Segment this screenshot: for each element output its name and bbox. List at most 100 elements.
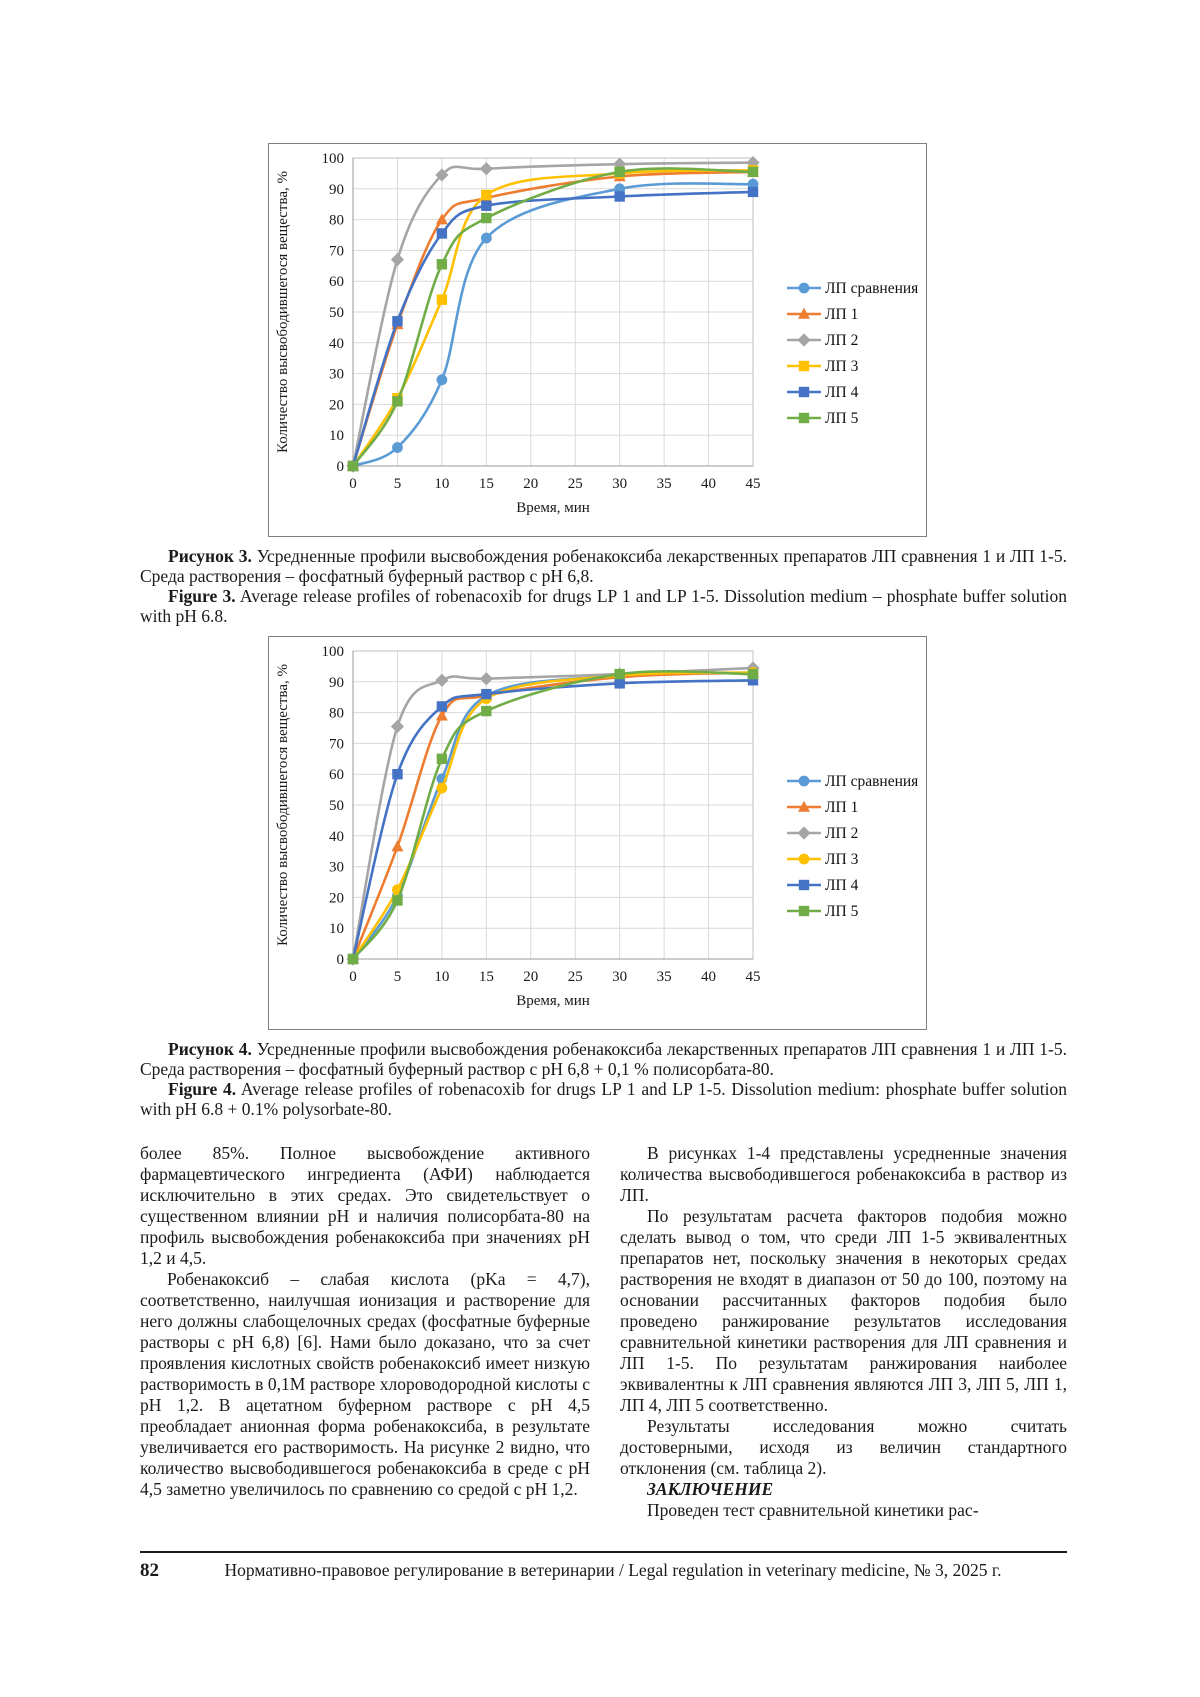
- svg-text:100: 100: [322, 151, 345, 167]
- svg-text:10: 10: [329, 921, 344, 937]
- legend-label: ЛП 5: [825, 903, 859, 920]
- svg-text:90: 90: [329, 675, 344, 691]
- page-footer: 82 Нормативно-правовое регулирование в в…: [140, 1551, 1067, 1582]
- svg-text:35: 35: [657, 969, 672, 985]
- svg-text:0: 0: [349, 969, 357, 985]
- figure4-caption-en: Figure 4. Average release profiles of ro…: [140, 1079, 1067, 1119]
- conclusion-heading: ЗАКЛЮЧЕНИЕ: [647, 1479, 774, 1499]
- figure4-caption-ru: Рисунок 4. Усредненные профили высвобожд…: [140, 1039, 1067, 1079]
- svg-text:15: 15: [479, 969, 494, 985]
- figure3-caption-ru-text: Усредненные профили высвобождения робена…: [140, 546, 1068, 586]
- svg-text:80: 80: [329, 213, 344, 229]
- svg-text:10: 10: [434, 969, 449, 985]
- tick-labels: 0 5 10 15 20 25 30 35 40 45 0 10 20 30 40 50 60 70 80 90 100: [322, 644, 761, 985]
- svg-text:70: 70: [329, 243, 344, 259]
- body-columns: более 85%. Полное высвобождение активног…: [140, 1143, 1067, 1521]
- svg-text:40: 40: [701, 969, 716, 985]
- legend-label: ЛП 5: [825, 410, 859, 427]
- page-content: 0 5 10 15 20 25 30 35 40 45 0 10 20 30 40 50 60 70 80 90 100…: [140, 143, 1067, 1521]
- svg-text:30: 30: [329, 860, 344, 876]
- svg-text:45: 45: [746, 476, 761, 492]
- series-ЛП 1: [347, 666, 759, 964]
- figure4-caption-en-label: Figure 4.: [168, 1079, 237, 1099]
- series-ЛП 5: [347, 668, 759, 965]
- svg-text:40: 40: [701, 476, 716, 492]
- svg-text:80: 80: [329, 706, 344, 722]
- svg-text:20: 20: [329, 890, 344, 906]
- svg-text:70: 70: [329, 736, 344, 752]
- series-ЛП 3: [347, 667, 759, 965]
- svg-text:0: 0: [337, 952, 345, 968]
- y-axis-title: Количество высвободившегося вещества, %: [275, 664, 291, 946]
- legend-label: ЛП 2: [825, 332, 858, 349]
- right-column: В рисунках 1-4 представлены усредненные …: [620, 1143, 1067, 1521]
- svg-text:60: 60: [329, 767, 344, 783]
- svg-text:10: 10: [434, 476, 449, 492]
- svg-text:40: 40: [329, 829, 344, 845]
- legend-label: ЛП 1: [825, 306, 858, 323]
- svg-text:30: 30: [329, 367, 344, 383]
- tick-labels: 0 5 10 15 20 25 30 35 40 45 0 10 20 30 40 50 60 70 80 90 100: [322, 151, 761, 492]
- figure3-caption-en-label: Figure 3.: [168, 586, 236, 606]
- svg-text:25: 25: [568, 476, 583, 492]
- svg-text:0: 0: [337, 459, 345, 475]
- series-ЛП сравнения: [347, 178, 759, 472]
- legend-label: ЛП 4: [825, 877, 859, 894]
- x-axis-title: Время, мин: [516, 500, 590, 516]
- series-ЛП 1: [347, 165, 759, 471]
- svg-text:30: 30: [612, 476, 627, 492]
- figure4-caption-ru-text: Усредненные профили высвобождения робена…: [140, 1039, 1068, 1079]
- svg-text:35: 35: [657, 476, 672, 492]
- svg-text:45: 45: [746, 969, 761, 985]
- svg-text:50: 50: [329, 798, 344, 814]
- series-ЛП 5: [347, 166, 759, 472]
- svg-text:15: 15: [479, 476, 494, 492]
- footer-journal-title: Нормативно-правовое регулирование в вете…: [224, 1560, 1002, 1580]
- right-paragraph-2: По результатам расчета факторов подобия …: [620, 1206, 1067, 1415]
- svg-text:100: 100: [322, 644, 345, 660]
- figure4-caption-ru-label: Рисунок 4.: [168, 1039, 252, 1059]
- svg-text:60: 60: [329, 274, 344, 290]
- legend-label: ЛП 3: [825, 358, 859, 375]
- figure3-caption-en-text: Average release profiles of robenacoxib …: [140, 586, 1067, 626]
- figure3-line-chart: 0 5 10 15 20 25 30 35 40 45 0 10 20 30 40 50 60 70 80 90 100…: [275, 151, 918, 516]
- page-number: 82: [140, 1560, 159, 1581]
- legend-label: ЛП 1: [825, 799, 858, 816]
- grid: [352, 650, 754, 960]
- figure3-caption-ru: Рисунок 3. Усредненные профили высвобожд…: [140, 546, 1067, 586]
- svg-text:20: 20: [523, 476, 538, 492]
- figure3-caption-en: Figure 3. Average release profiles of ro…: [140, 586, 1067, 626]
- right-paragraph-4: Проведен тест сравнительной кинетики рас…: [647, 1500, 979, 1520]
- figure3-chart-box: 0 5 10 15 20 25 30 35 40 45 0 10 20 30 40 50 60 70 80 90 100…: [268, 143, 927, 537]
- left-paragraph-1: более 85%. Полное высвобождение активног…: [140, 1143, 590, 1268]
- series-ЛП 3: [347, 165, 759, 472]
- legend-label: ЛП 2: [825, 825, 858, 842]
- figure4-line-chart: 0 5 10 15 20 25 30 35 40 45 0 10 20 30 40 50 60 70 80 90 100…: [275, 644, 918, 1009]
- right-paragraph-3: Результаты исследования можно считать до…: [620, 1416, 1067, 1478]
- svg-text:25: 25: [568, 969, 583, 985]
- legend: ЛП сравнения ЛП 1 ЛП 2 ЛП 3 ЛП 4 ЛП 5: [787, 773, 918, 920]
- figure4-caption-en-text: Average release profiles of robenacoxib …: [140, 1079, 1067, 1119]
- svg-text:20: 20: [329, 397, 344, 413]
- svg-text:5: 5: [394, 969, 402, 985]
- svg-text:40: 40: [329, 336, 344, 352]
- svg-text:20: 20: [523, 969, 538, 985]
- legend-label: ЛП 4: [825, 384, 859, 401]
- svg-text:0: 0: [349, 476, 357, 492]
- right-paragraph-1: В рисунках 1-4 представлены усредненные …: [620, 1143, 1067, 1205]
- series-ЛП сравнения: [347, 667, 759, 965]
- svg-text:5: 5: [394, 476, 402, 492]
- left-paragraph-2: Робенакоксиб – слабая кислота (pKa = 4,7…: [140, 1269, 590, 1499]
- legend-label: ЛП сравнения: [825, 280, 918, 297]
- svg-text:30: 30: [612, 969, 627, 985]
- svg-text:90: 90: [329, 182, 344, 198]
- series-ЛП 4: [347, 675, 759, 965]
- svg-text:10: 10: [329, 428, 344, 444]
- svg-text:50: 50: [329, 305, 344, 321]
- figure3-caption-ru-label: Рисунок 3.: [168, 546, 252, 566]
- legend-label: ЛП 3: [825, 851, 859, 868]
- left-column: более 85%. Полное высвобождение активног…: [140, 1143, 590, 1521]
- figure4-chart-box: 0 5 10 15 20 25 30 35 40 45 0 10 20 30 40 50 60 70 80 90 100…: [268, 636, 927, 1030]
- legend-label: ЛП сравнения: [825, 773, 918, 790]
